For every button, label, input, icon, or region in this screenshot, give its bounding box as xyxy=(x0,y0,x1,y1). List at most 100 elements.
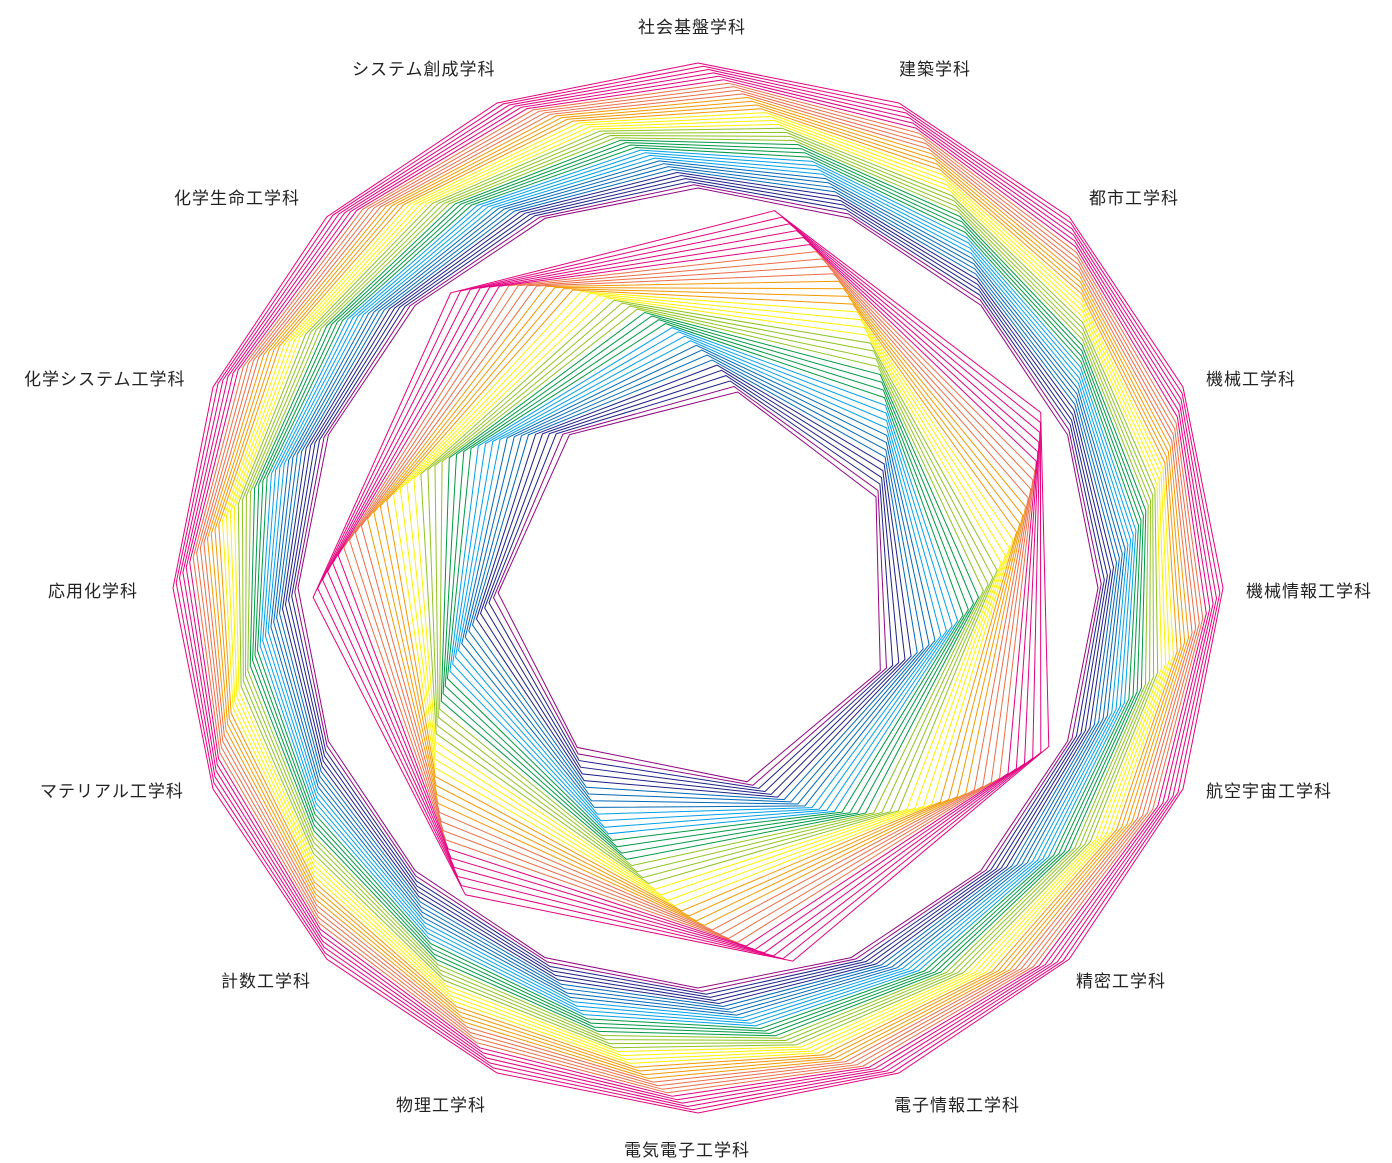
label-mathematical-engineering[interactable]: 計数工学科 xyxy=(221,972,311,992)
label-chemistry-biotechnology[interactable]: 化学生命工学科 xyxy=(174,189,300,209)
inner-polygon xyxy=(373,286,1024,922)
outer-polygon xyxy=(196,86,1200,1090)
label-applied-chemistry[interactable]: 応用化学科 xyxy=(48,582,138,602)
label-materials-engineering[interactable]: マテリアル工学科 xyxy=(40,782,184,802)
outer-polygon xyxy=(278,168,1118,1008)
inner-polygon xyxy=(427,302,994,879)
label-applied-physics[interactable]: 物理工学科 xyxy=(396,1096,486,1116)
inner-polygon xyxy=(449,327,959,835)
inner-polygon xyxy=(488,380,894,789)
outer-polygon xyxy=(291,181,1105,995)
label-information-communication[interactable]: 電子情報工学科 xyxy=(894,1096,1020,1116)
outer-polygon xyxy=(247,137,1149,1039)
outer-polygon xyxy=(218,108,1178,1068)
inner-polygon xyxy=(322,223,1041,957)
inner-polygon xyxy=(332,236,1039,951)
inner-polygon xyxy=(497,391,881,783)
outer-polygon xyxy=(273,163,1123,1013)
inner-polygon xyxy=(312,210,1050,962)
outer-polygon xyxy=(288,178,1108,998)
inner-polygon xyxy=(442,315,975,854)
outer-polygon xyxy=(270,160,1126,1016)
label-aeronautics-astronautics[interactable]: 航空宇宙工学科 xyxy=(1206,782,1332,802)
outer-polygon xyxy=(294,184,1102,992)
inner-polygon xyxy=(379,288,1021,917)
outer-polygon xyxy=(172,62,1224,1114)
outer-polygon xyxy=(262,152,1134,1024)
inner-polygon xyxy=(471,359,918,801)
outer-polygon xyxy=(206,96,1190,1080)
inner-polygon xyxy=(327,230,1040,954)
inner-polygon xyxy=(464,349,930,805)
outer-polygon xyxy=(178,68,1218,1108)
outer-spiral-ring xyxy=(172,62,1224,1114)
inner-polygon xyxy=(444,319,969,848)
outer-polygon xyxy=(210,100,1186,1076)
inner-polygon xyxy=(434,305,989,873)
inner-polygon xyxy=(446,323,964,841)
inner-polygon xyxy=(475,364,912,798)
outer-polygon xyxy=(182,72,1214,1104)
inner-polygon xyxy=(457,340,942,815)
outer-polygon xyxy=(259,149,1137,1027)
inner-spiral-ring xyxy=(312,210,1050,962)
outer-polygon xyxy=(237,127,1159,1049)
label-chemical-system-engineering[interactable]: 化学システム工学科 xyxy=(24,370,186,390)
inner-polygon xyxy=(492,385,888,786)
inner-polygon xyxy=(360,273,1029,931)
outer-polygon xyxy=(241,131,1155,1045)
outer-polygon xyxy=(264,154,1132,1022)
outer-polygon xyxy=(222,112,1174,1064)
outer-polygon xyxy=(276,166,1120,1010)
outer-polygon xyxy=(267,157,1129,1019)
outer-polygon xyxy=(252,142,1144,1034)
label-systems-innovation[interactable]: システム創成学科 xyxy=(352,60,496,80)
label-precision-engineering[interactable]: 精密工学科 xyxy=(1076,972,1166,992)
outer-polygon xyxy=(203,93,1193,1083)
label-mechanical-engineering[interactable]: 機械工学科 xyxy=(1206,370,1296,390)
outer-polygon xyxy=(192,82,1204,1094)
inner-polygon xyxy=(468,354,924,803)
outer-polygon xyxy=(214,104,1182,1072)
inner-polygon xyxy=(484,375,900,793)
inner-polygon xyxy=(452,331,953,828)
inner-polygon xyxy=(479,369,906,795)
outer-polygon xyxy=(249,139,1147,1037)
inner-polygon xyxy=(420,299,998,885)
inner-polygon xyxy=(348,258,1034,939)
outer-polygon xyxy=(244,134,1152,1042)
outer-polygon xyxy=(229,119,1167,1057)
inner-polygon xyxy=(386,289,1018,912)
inner-polygon xyxy=(354,265,1032,935)
outer-polygon xyxy=(175,65,1221,1111)
inner-polygon xyxy=(343,251,1036,943)
outer-polygon xyxy=(256,146,1140,1030)
label-architecture[interactable]: 建築学科 xyxy=(899,60,971,80)
inner-polygon xyxy=(317,216,1042,960)
outer-polygon xyxy=(281,171,1115,1005)
outer-polygon xyxy=(199,89,1197,1087)
outer-polygon xyxy=(185,75,1211,1101)
label-civil-engineering[interactable]: 社会基盤学科 xyxy=(638,18,746,38)
label-electrical-electronic[interactable]: 電気電子工学科 xyxy=(624,1141,750,1161)
inner-polygon xyxy=(461,344,936,808)
inner-polygon xyxy=(399,292,1010,901)
outer-polygon xyxy=(284,174,1112,1002)
outer-polygon xyxy=(254,144,1142,1032)
inner-polygon xyxy=(440,311,980,860)
inner-polygon xyxy=(367,280,1027,927)
outer-polygon xyxy=(233,123,1163,1053)
label-urban-engineering[interactable]: 都市工学科 xyxy=(1089,189,1179,209)
outer-polygon xyxy=(189,79,1207,1097)
inner-polygon xyxy=(337,243,1037,947)
label-mechano-informatics[interactable]: 機械情報工学科 xyxy=(1246,582,1372,602)
inner-polygon xyxy=(454,335,948,822)
outer-polygon xyxy=(297,187,1099,989)
inner-polygon xyxy=(406,294,1006,896)
inner-polygon xyxy=(413,297,1002,890)
inner-polygon xyxy=(392,291,1014,907)
outer-polygon xyxy=(225,115,1171,1061)
inner-polygon xyxy=(439,308,984,867)
